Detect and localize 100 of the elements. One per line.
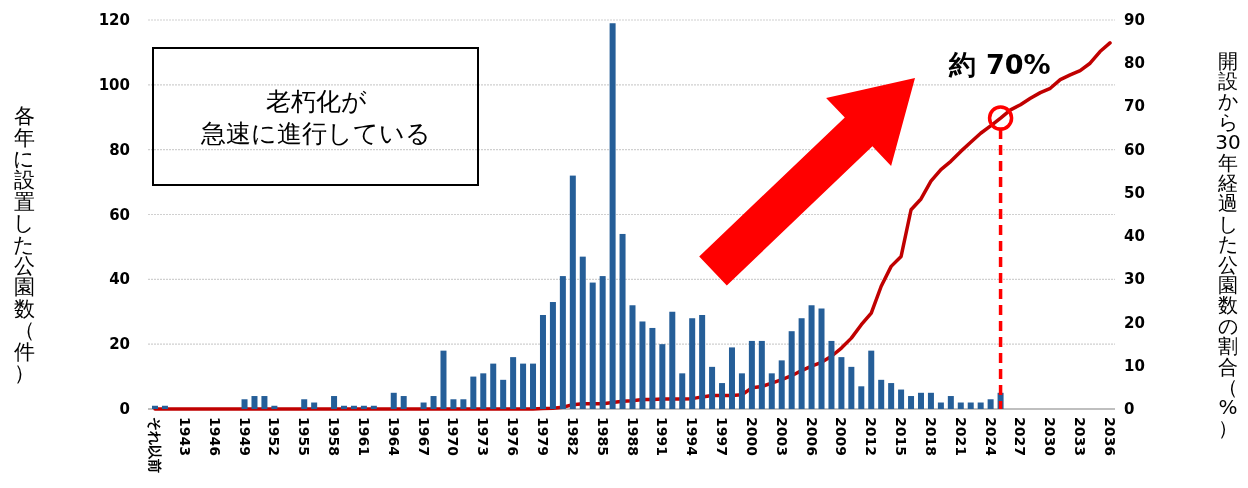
bar (957, 402, 964, 409)
bar (947, 396, 954, 409)
annotation: 老朽化が (265, 87, 367, 116)
bar (261, 396, 268, 409)
bar (738, 373, 745, 409)
x-tick-label: 1961 (355, 417, 372, 456)
x-tick-label: 1964 (385, 417, 402, 457)
bar (301, 399, 308, 409)
x-tick-label: 2006 (803, 417, 820, 456)
bar (987, 399, 994, 409)
bar (559, 276, 566, 409)
bar (689, 318, 696, 409)
bar (699, 314, 706, 409)
bar (271, 405, 278, 409)
x-tick-label: 1943 (176, 417, 193, 456)
bar (669, 311, 676, 409)
y-tick-label: 0 (119, 400, 130, 418)
annotation: 急速に進行している (200, 119, 431, 148)
bar (161, 405, 168, 409)
bar (927, 392, 934, 409)
bar (350, 405, 357, 409)
bar (878, 379, 885, 409)
x-tick-label: 2015 (893, 417, 910, 456)
bar (549, 302, 556, 409)
x-tick-label: それ以前 (147, 417, 163, 473)
y2-tick-label: 90 (1124, 11, 1145, 29)
bar (898, 389, 905, 409)
bar (490, 363, 497, 409)
x-tick-label: 2036 (1102, 417, 1118, 456)
bar (768, 373, 775, 409)
y-tick-label: 120 (98, 11, 130, 29)
bar (152, 405, 158, 409)
bar (977, 402, 984, 409)
bar (390, 392, 397, 409)
bar (420, 402, 427, 409)
bar (937, 402, 944, 409)
y2-tick-label: 10 (1124, 356, 1145, 375)
y2-tick-label: 60 (1124, 140, 1145, 159)
x-tick-label: 1946 (206, 417, 223, 456)
y-tick-label: 40 (109, 270, 130, 289)
annotation: 約 70% (948, 49, 1051, 80)
bar (599, 276, 606, 409)
bar (400, 396, 407, 409)
bar (838, 357, 845, 409)
x-tick-label: 2021 (952, 417, 969, 456)
bar (629, 305, 636, 409)
bar (818, 308, 825, 409)
x-tick-label: 2030 (1042, 417, 1059, 457)
x-tick-label: 1985 (594, 417, 611, 456)
bar (798, 318, 805, 409)
bar (450, 399, 457, 409)
bar (579, 256, 586, 409)
bar (609, 23, 616, 409)
bar (639, 321, 646, 409)
bar (719, 383, 726, 409)
y-tick-label: 80 (109, 140, 130, 159)
bar (888, 383, 895, 409)
bar (649, 327, 656, 409)
x-tick-label: 2003 (773, 417, 790, 456)
bar (569, 175, 576, 409)
bar (758, 340, 765, 409)
x-tick-label: 1997 (714, 417, 731, 456)
x-tick-label: 1955 (296, 417, 313, 456)
bar (808, 305, 815, 409)
bar (430, 396, 437, 409)
bar (440, 350, 447, 409)
bar (868, 350, 875, 409)
y2-tick-label: 40 (1124, 227, 1145, 246)
x-tick-label: 1973 (475, 417, 492, 456)
y2-tick-label: 70 (1124, 97, 1145, 116)
x-tick-label: 1976 (505, 417, 522, 456)
bar (748, 340, 755, 409)
y2-tick-label: 80 (1124, 54, 1145, 73)
bar (917, 392, 924, 409)
x-tick-label: 1979 (534, 417, 551, 456)
bar (251, 396, 258, 409)
bar (520, 363, 527, 409)
bar (311, 402, 318, 409)
bar (848, 366, 855, 409)
x-tick-label: 1949 (236, 417, 253, 456)
bar (360, 405, 367, 409)
bar (619, 233, 626, 409)
x-tick-label: 2009 (833, 417, 850, 456)
y2-tick-label: 0 (1124, 400, 1135, 418)
x-tick-label: 2018 (922, 417, 939, 456)
bar (500, 379, 507, 409)
bar (778, 360, 785, 409)
y-tick-label: 60 (109, 205, 130, 224)
x-tick-label: 2033 (1072, 417, 1089, 456)
bar (788, 331, 795, 409)
y2-tick-label: 50 (1124, 183, 1145, 202)
x-tick-label: 2012 (863, 417, 880, 456)
bar (341, 405, 348, 409)
bar (858, 386, 865, 409)
x-tick-label: 1991 (654, 417, 671, 456)
y-tick-label: 100 (98, 75, 130, 94)
bar (967, 402, 974, 409)
bar (510, 357, 517, 409)
x-tick-label: 1988 (624, 417, 641, 456)
bar (659, 344, 666, 409)
